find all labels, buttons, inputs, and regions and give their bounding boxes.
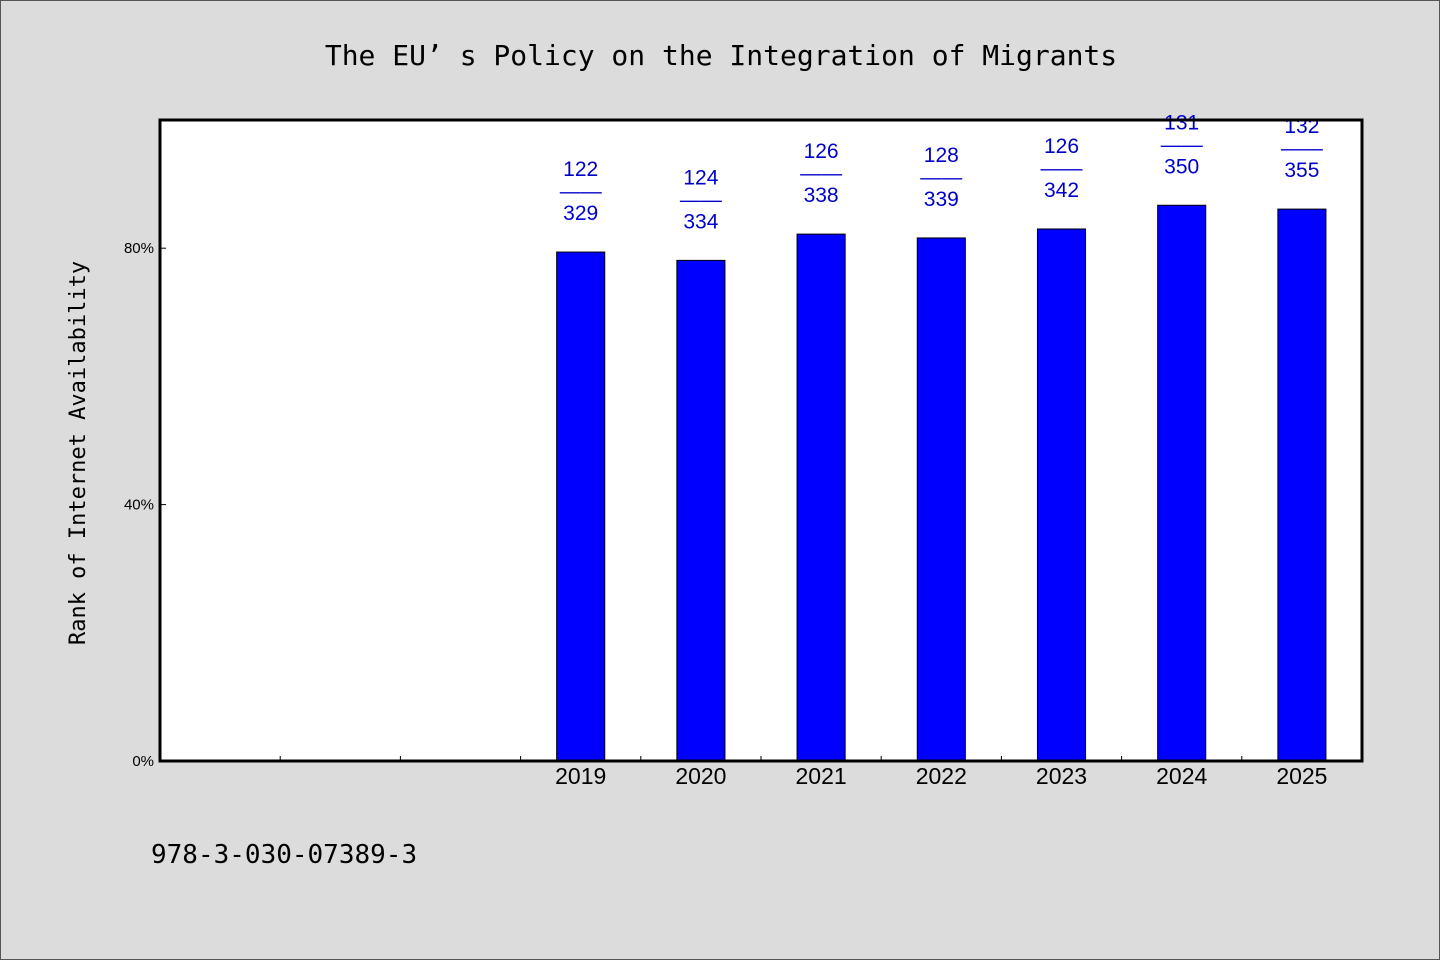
data-label-separator: —— bbox=[560, 180, 602, 203]
x-tick-label: 2022 bbox=[916, 763, 967, 789]
axis-ticks: 0% 40% 80% 2019 2020 2021 2022 2023 2024 2025 bbox=[124, 240, 1328, 789]
y-tick-label: 80% bbox=[124, 240, 154, 257]
data-label-separator: —— bbox=[1161, 133, 1203, 156]
data-label-rank: 131 bbox=[1164, 111, 1199, 134]
x-tick-label: 2024 bbox=[1156, 763, 1207, 789]
data-label-separator: —— bbox=[680, 188, 722, 211]
x-tick-label: 2023 bbox=[1036, 763, 1087, 789]
data-label-total: 334 bbox=[683, 210, 718, 233]
data-label-rank: 126 bbox=[804, 140, 839, 163]
y-tick-label: 40% bbox=[124, 497, 154, 514]
bar bbox=[1157, 204, 1207, 762]
data-label-separator: —— bbox=[1281, 137, 1323, 160]
x-tick-label: 2019 bbox=[555, 763, 606, 789]
y-axis-label: Rank of Internet Availability bbox=[66, 261, 91, 645]
x-tick-label: 2025 bbox=[1276, 763, 1327, 789]
data-label-total: 339 bbox=[924, 188, 959, 211]
data-label-total: 338 bbox=[804, 184, 839, 207]
data-label-rank: 126 bbox=[1044, 135, 1079, 158]
plot-frame bbox=[158, 118, 1364, 763]
isbn-label: 978-3-030-07389-3 bbox=[151, 840, 417, 870]
data-label-separator: —— bbox=[920, 166, 962, 189]
data-label-separator: —— bbox=[800, 162, 842, 185]
chart-title: The EU’ s Policy on the Integration of M… bbox=[325, 39, 1117, 72]
bar bbox=[916, 237, 966, 762]
data-label-total: 350 bbox=[1164, 155, 1199, 178]
bar bbox=[1036, 228, 1087, 762]
x-tick-label: 2020 bbox=[675, 763, 726, 789]
data-label-rank: 122 bbox=[563, 158, 598, 181]
x-tick-label: 2021 bbox=[796, 763, 847, 789]
data-label-rank: 124 bbox=[683, 166, 718, 189]
bar bbox=[556, 251, 606, 762]
y-tick-label: 0% bbox=[132, 753, 154, 770]
data-label-total: 342 bbox=[1044, 179, 1079, 202]
bar bbox=[676, 259, 726, 762]
data-label-total: 329 bbox=[563, 202, 598, 225]
bar bbox=[1277, 208, 1327, 762]
bar bbox=[796, 233, 846, 762]
bars bbox=[556, 204, 1327, 762]
data-label-total: 355 bbox=[1284, 159, 1319, 182]
data-label-separator: —— bbox=[1041, 157, 1083, 180]
data-label-rank: 128 bbox=[924, 144, 959, 167]
data-labels: 329——122334——124338——126339——128342——126… bbox=[560, 111, 1323, 233]
